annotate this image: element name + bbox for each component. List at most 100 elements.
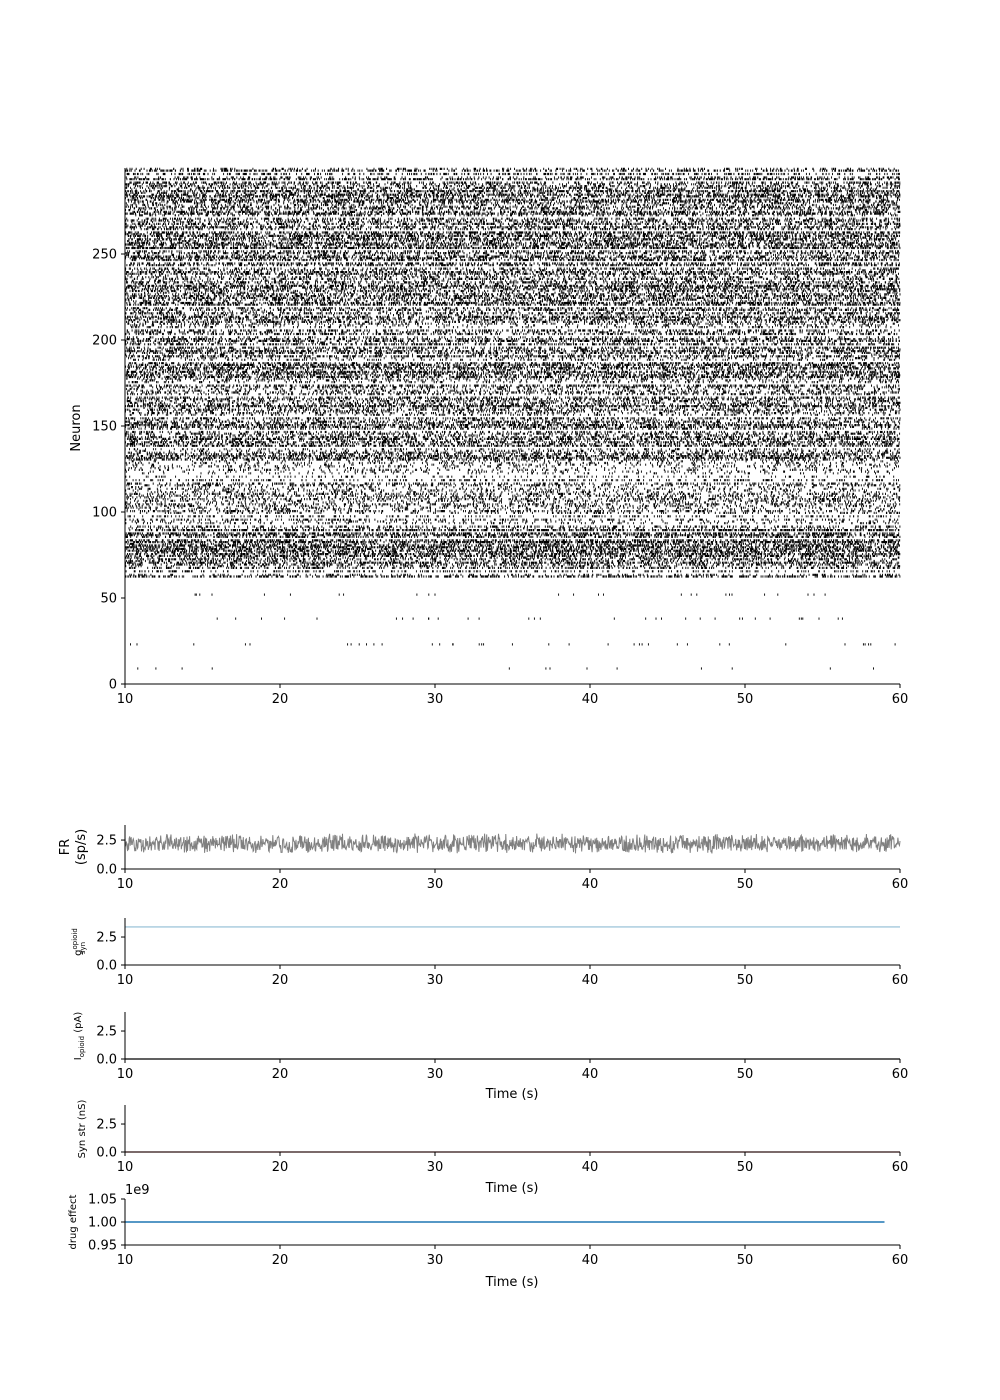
spike-train <box>124 448 900 451</box>
spike-train <box>130 453 897 456</box>
fr-panel: 10 20 30 40 50 60 0.0 2.5 FR (sp/s) <box>58 825 908 892</box>
spike-train <box>134 283 898 286</box>
spike-train <box>127 250 899 253</box>
spike-train <box>129 544 900 547</box>
gsyn-xtick-label: 40 <box>582 973 599 988</box>
spike-train <box>125 224 901 227</box>
spike-train <box>126 348 901 351</box>
iopioid-ylabel-sub: opioid <box>78 1036 86 1057</box>
spike-train <box>124 561 900 564</box>
gsyn-xtick-label: 10 <box>117 973 134 988</box>
spike-train <box>127 403 900 406</box>
raster-xtick-label: 30 <box>427 692 444 707</box>
drug-panel: 10 20 30 40 50 60 0.95 1.00 1.05 drug effect 1e9… <box>68 1183 908 1290</box>
spike-train <box>126 369 890 372</box>
gsyn-ytick-label: 0.0 <box>96 959 117 974</box>
spike-train <box>128 467 895 470</box>
spike-train <box>128 241 898 244</box>
spike-train <box>126 504 897 508</box>
spike-train <box>129 529 900 532</box>
spike-train <box>126 195 901 198</box>
gsyn-ylabel: gopioidsyn <box>71 928 87 956</box>
spike-train <box>125 353 900 356</box>
spike-train <box>126 346 899 349</box>
spike-train <box>124 503 901 506</box>
spike-train <box>125 492 898 495</box>
gsyn-xtick-label: 50 <box>737 973 754 988</box>
spike-train <box>124 425 900 428</box>
spike-train <box>126 172 900 176</box>
spike-train <box>126 338 897 341</box>
spike-train <box>126 398 897 401</box>
spike-train <box>126 484 901 487</box>
spike-train <box>135 491 891 494</box>
drug-xtick-label: 10 <box>117 1253 134 1268</box>
iopioid-panel: 10 20 30 40 50 60 0.0 2.5 Iopioid (pA) Time (s) <box>73 1012 908 1102</box>
spike-train <box>133 310 898 313</box>
fr-xtick-label: 50 <box>737 877 754 892</box>
spike-train <box>126 191 900 194</box>
spike-train <box>126 331 892 334</box>
spike-train <box>125 293 901 296</box>
spike-train <box>125 475 895 478</box>
spike-train <box>129 439 899 442</box>
spike-train <box>125 468 894 471</box>
drug-offset-label: 1e9 <box>125 1183 150 1198</box>
drug-xtick-label: 20 <box>272 1253 289 1268</box>
spike-train <box>133 358 896 361</box>
spike-train <box>128 362 900 365</box>
spike-train <box>125 535 901 538</box>
spike-train <box>127 274 898 277</box>
spike-train <box>143 406 900 409</box>
spike-train <box>124 405 900 408</box>
spike-train <box>125 565 901 568</box>
spike-train <box>125 461 898 465</box>
spike-train <box>124 441 900 444</box>
iop-ytick-label: 2.5 <box>96 1025 117 1040</box>
iop-xtick-label: 40 <box>582 1067 599 1082</box>
spike-train <box>124 350 901 353</box>
spike-train <box>124 300 896 303</box>
spike-train <box>125 341 890 344</box>
raster-ytick-label: 50 <box>100 592 117 607</box>
spike-train <box>124 217 901 220</box>
spike-train <box>126 391 899 394</box>
spike-train <box>127 515 900 518</box>
gsyn-xtick-label: 30 <box>427 973 444 988</box>
spike-train <box>125 387 900 391</box>
spike-train <box>126 281 900 284</box>
spike-train <box>125 209 896 212</box>
spike-train <box>124 458 898 461</box>
spike-train <box>127 336 900 339</box>
spike-train <box>130 525 901 528</box>
gsyn-ylabel-sub: syn <box>79 942 87 954</box>
spike-train <box>129 422 901 425</box>
spike-train <box>125 277 900 280</box>
spike-train <box>139 511 900 514</box>
spike-train <box>128 357 900 360</box>
spike-train <box>125 343 900 346</box>
spike-train <box>126 370 900 373</box>
fr-xtick-label: 10 <box>117 877 134 892</box>
drug-ylabel: drug effect <box>68 1194 79 1249</box>
spike-train <box>127 393 885 396</box>
spike-train <box>141 379 899 382</box>
spike-train <box>125 546 898 549</box>
raster-ylabel: Neuron <box>69 404 84 451</box>
spike-train <box>130 643 896 646</box>
syn-xtick-label: 50 <box>737 1160 754 1175</box>
spike-train <box>124 272 899 275</box>
spike-train <box>132 245 900 248</box>
syn-xtick-label: 30 <box>427 1160 444 1175</box>
spike-train <box>125 243 900 246</box>
spike-train <box>132 412 900 415</box>
syn-xtick-label: 40 <box>582 1160 599 1175</box>
spike-train <box>194 593 826 596</box>
spike-train <box>126 320 899 323</box>
spike-train <box>126 496 901 499</box>
spike-train <box>126 400 898 403</box>
spike-train <box>125 186 901 189</box>
spike-train <box>131 326 892 329</box>
spike-train <box>126 482 898 485</box>
